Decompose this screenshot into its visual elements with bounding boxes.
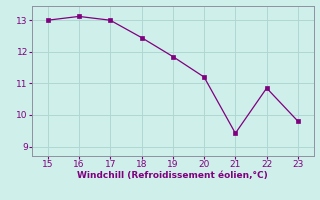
X-axis label: Windchill (Refroidissement éolien,°C): Windchill (Refroidissement éolien,°C) <box>77 171 268 180</box>
